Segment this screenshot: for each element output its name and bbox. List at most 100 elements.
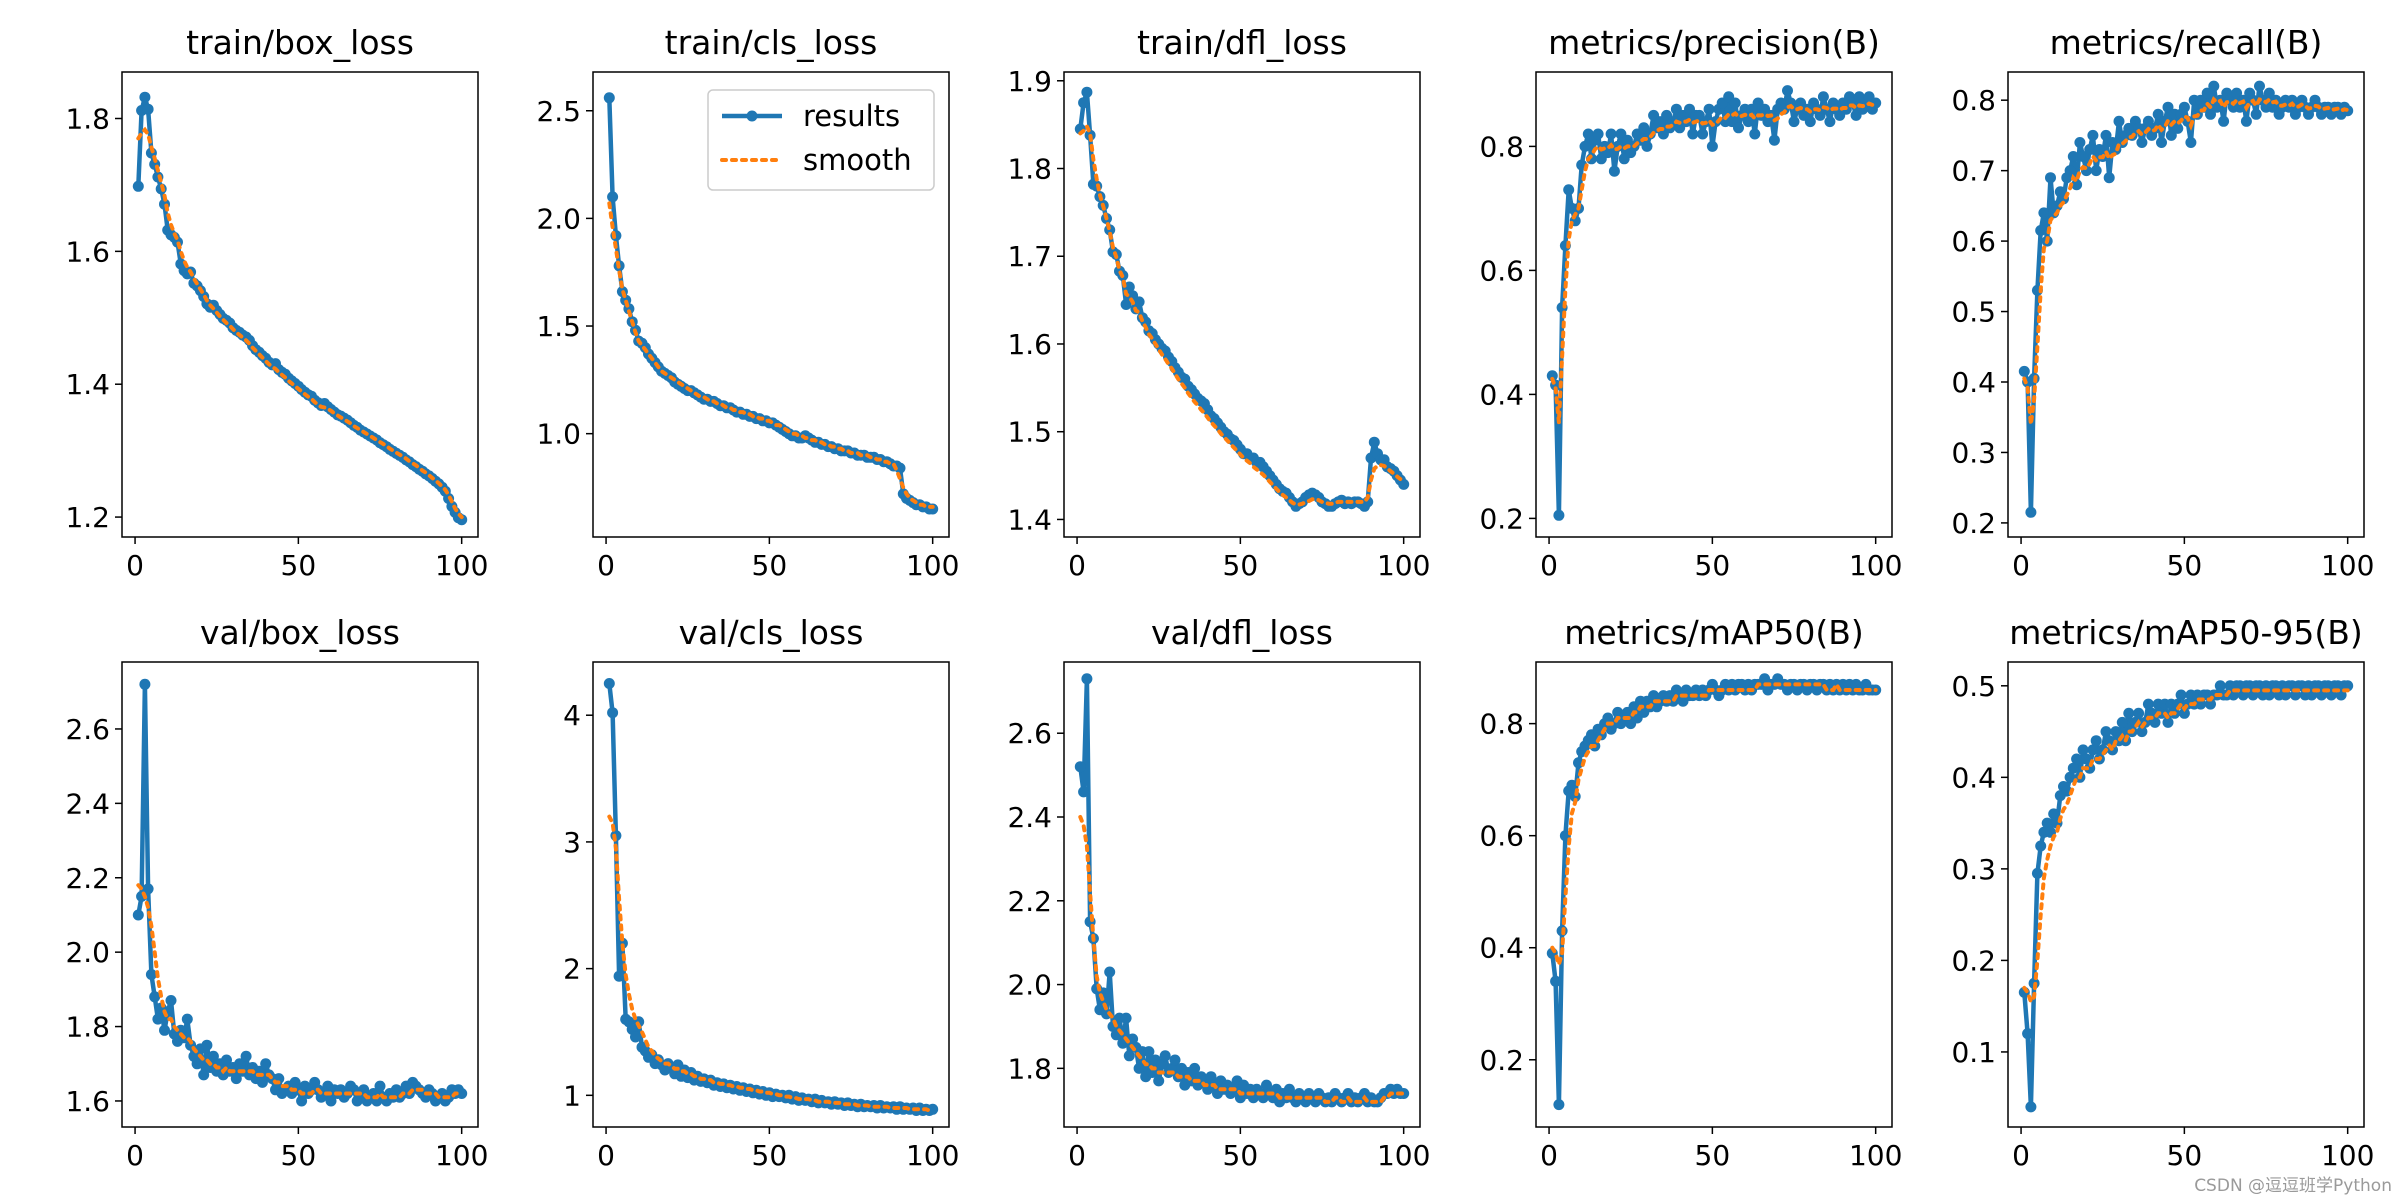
- chart-panel-2: train/cls_loss 0 50 100 1.0 1.5 2.0 2.5: [536, 23, 959, 582]
- results-point: [607, 191, 619, 203]
- y-tick-label: 0.4: [1951, 366, 1996, 399]
- results-point: [1687, 128, 1699, 140]
- y-tick-label: 1: [563, 1079, 581, 1112]
- smooth-line: [1550, 101, 1878, 423]
- x-tick-label: 50: [1223, 549, 1259, 582]
- results-point: [1782, 85, 1793, 97]
- x-tick-label: 0: [1540, 1139, 1558, 1172]
- x-tick-label: 50: [2167, 549, 2203, 582]
- results-point: [2084, 144, 2096, 155]
- results-point: [2038, 207, 2050, 219]
- x-tick-label: 100: [1377, 549, 1430, 582]
- y-tick-label: 1.5: [1007, 416, 1052, 449]
- panel-title: metrics/precision(B): [1548, 23, 1880, 62]
- x-tick-label: 50: [281, 549, 317, 582]
- y-tick-label: 1.4: [1007, 503, 1052, 536]
- results-point: [2165, 129, 2177, 141]
- panel-title: train/cls_loss: [665, 23, 878, 62]
- results-point: [927, 1103, 939, 1115]
- results-point: [139, 678, 151, 690]
- x-tick-label: 50: [2167, 1139, 2203, 1172]
- smooth-line: [1078, 122, 1406, 507]
- results-point: [1553, 1099, 1565, 1111]
- x-tick-label: 0: [1068, 549, 1086, 582]
- results-point: [2067, 762, 2079, 774]
- chart-panel-10: metrics/mAP50-95(B) 0 50 100 0.1 0.2 0.3 0.4 0.5: [1951, 613, 2374, 1172]
- results-point: [603, 678, 615, 689]
- results-point: [191, 1058, 203, 1070]
- results-point: [2064, 771, 2076, 783]
- y-tick-label: 0.5: [1951, 296, 1996, 329]
- chart-panel-4: metrics/precision(B) 0 50 100 0.2 0.4 0.6 0.8: [1479, 23, 1902, 582]
- axes-frame: [592, 661, 950, 1128]
- y-tick-label: 0.2: [1479, 502, 1524, 535]
- results-point: [1788, 116, 1800, 128]
- y-tick-label: 2.6: [1007, 717, 1052, 750]
- plot-area: [603, 678, 939, 1116]
- panel-title: metrics/mAP50-95(B): [2009, 613, 2362, 652]
- results-point: [2071, 179, 2083, 191]
- x-tick-label: 100: [2321, 549, 2374, 582]
- results-point: [2031, 867, 2043, 879]
- results-point: [1123, 1050, 1135, 1062]
- results-point: [2178, 707, 2190, 719]
- results-point: [2250, 108, 2262, 120]
- results-point: [2214, 680, 2226, 692]
- results-point: [256, 1076, 268, 1088]
- results-point: [1081, 673, 1093, 685]
- axes-frame: [121, 661, 479, 1128]
- panel-title: metrics/mAP50(B): [1564, 613, 1864, 652]
- smooth-line: [607, 201, 935, 509]
- axes-frame: [2007, 71, 2365, 538]
- y-tick-label: 0.7: [1951, 155, 1996, 188]
- results-point: [894, 462, 906, 474]
- results-point: [1368, 436, 1380, 448]
- results-point: [1081, 86, 1093, 98]
- y-tick-label: 1.6: [1007, 328, 1052, 361]
- results-point: [2035, 840, 2047, 852]
- results-point: [260, 1058, 272, 1070]
- results-point: [1729, 97, 1741, 109]
- results-point: [2254, 80, 2265, 92]
- watermark: CSDN @逗逗班学Python: [2194, 1176, 2392, 1196]
- plot-area: [132, 678, 468, 1107]
- results-point: [2100, 129, 2112, 141]
- y-tick-label: 0.6: [1479, 820, 1524, 853]
- results-point: [630, 1031, 641, 1043]
- y-tick-label: 0.3: [1951, 436, 1996, 469]
- results-point: [607, 707, 619, 719]
- axes-frame: [1535, 71, 1893, 538]
- y-tick-label: 0.4: [1479, 932, 1524, 965]
- axes-frame: [592, 71, 950, 538]
- results-point: [2077, 151, 2089, 162]
- y-tick-label: 0.2: [1479, 1044, 1524, 1077]
- results-point: [1205, 1071, 1217, 1083]
- results-point: [2041, 817, 2053, 829]
- results-point: [230, 1073, 242, 1085]
- x-tick-label: 50: [1695, 549, 1731, 582]
- y-tick-label: 1.6: [65, 235, 110, 268]
- y-tick-label: 2.4: [65, 787, 110, 820]
- x-tick-label: 0: [126, 1139, 144, 1172]
- results-point: [1703, 103, 1715, 115]
- results-point: [1398, 478, 1410, 490]
- results-point: [2172, 122, 2184, 134]
- results-point: [142, 883, 154, 895]
- results-point: [2156, 707, 2167, 719]
- x-tick-label: 0: [597, 549, 615, 582]
- x-tick-label: 0: [597, 1139, 615, 1172]
- axes-frame: [1535, 661, 1893, 1128]
- chart-panel-9: metrics/mAP50(B) 0 50 100 0.2 0.4 0.6 0.8: [1479, 613, 1902, 1172]
- legend-label-results: results: [803, 99, 900, 133]
- results-point: [207, 1050, 219, 1062]
- results-point: [1706, 140, 1718, 152]
- x-tick-label: 0: [126, 549, 144, 582]
- results-point: [201, 1039, 213, 1051]
- results-point: [2022, 1028, 2034, 1040]
- y-tick-label: 0.1: [1951, 1036, 1996, 1069]
- y-tick-label: 0.8: [1951, 84, 1996, 117]
- results-point: [1189, 1062, 1201, 1074]
- results-point: [1169, 1054, 1181, 1066]
- results-point: [2035, 225, 2047, 236]
- results-point: [1546, 370, 1558, 382]
